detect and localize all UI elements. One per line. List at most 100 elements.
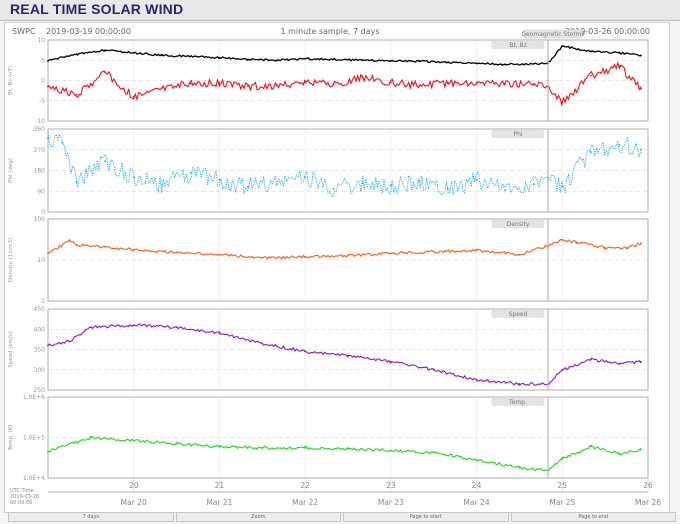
page-to-start-button[interactable]: Page to start (343, 512, 509, 522)
title-bar: REAL TIME SOLAR WIND (0, 0, 680, 21)
panel-frame (47, 308, 649, 391)
y-axis-label: Bt, Bz (nT) (8, 66, 14, 95)
y-tick-label: 10 (37, 257, 45, 264)
y-tick-label: 100 (34, 216, 46, 223)
x-tick-label: Mar 22 (292, 498, 318, 507)
panel-temperature[interactable]: 1.0E+6 1.0E+5 1.0E+4 Temp. (K) Temp. (8, 394, 649, 482)
storm-badge-box[interactable] (523, 29, 583, 39)
panel-badge-box (491, 220, 545, 228)
data-point (104, 160, 106, 163)
y-axis-label: Phi (deg) (8, 158, 14, 183)
data-point (590, 151, 592, 154)
x-tick-label: Mar 21 (206, 498, 232, 507)
solar-wind-chart[interactable]: SWPC 2019-03-19 00:00:00 1 minute sample… (0, 0, 680, 512)
utc-line-2: 2019-03-26 (10, 494, 40, 500)
y-tick-label: 90 (37, 188, 45, 195)
data-point (504, 189, 506, 192)
trace (47, 323, 642, 386)
series-speed (47, 323, 642, 386)
x-tick-day: 23 (386, 481, 396, 490)
panel-badge-box (491, 310, 545, 318)
x-tick-day: 25 (558, 481, 568, 490)
y-axis-label: Density (1/cm3) (8, 238, 14, 282)
panel-frame (47, 218, 649, 302)
y-tick-label: 360 (34, 126, 46, 133)
seven-days-button[interactable]: 7 days (8, 512, 174, 522)
y-tick-label: 270 (34, 147, 46, 154)
x-tick-label: Mar 20 (121, 498, 147, 507)
y-axis-label: Temp. (K) (8, 424, 14, 451)
y-tick-label: 400 (34, 326, 46, 333)
panel-badge-box (491, 130, 545, 138)
y-tick-label: 5 (41, 57, 45, 64)
panel-density[interactable]: 100 10 1 Density (1/cm3) Density (8, 216, 649, 305)
end-time: 2019-03-26 00:00:00 (565, 27, 650, 36)
data-point (447, 188, 449, 190)
panel-frame (47, 39, 649, 122)
y-tick-label: -10 (35, 118, 45, 125)
zoom-button[interactable]: Zoom (175, 512, 341, 522)
trace (47, 435, 642, 472)
panel-badge-label: Bt, Bz (509, 42, 527, 49)
series-density (47, 238, 642, 260)
series-temp (47, 435, 642, 472)
panel-magnetic-field[interactable]: 10 5 0 -5 -10 Bt, Bz (nT) Bt, Bz (8, 37, 649, 125)
storm-badge-label[interactable]: Geomagnetic Storms (521, 31, 584, 38)
x-tick-label: Mar 25 (549, 498, 575, 507)
y-tick-label: 450 (34, 306, 46, 313)
panel-frame (47, 128, 649, 213)
data-point (247, 185, 249, 188)
data-point (640, 148, 642, 151)
x-tick-label: Mar 24 (464, 498, 490, 507)
data-point (532, 183, 535, 186)
data-point (190, 171, 192, 174)
y-tick-label: 0 (41, 78, 45, 85)
y-tick-label: 300 (34, 367, 46, 374)
data-point (332, 188, 335, 190)
x-tick-day: 22 (300, 481, 310, 490)
y-tick-label: 250 (34, 387, 46, 394)
panel-frame (47, 396, 649, 479)
y-tick-label: 1.0E+4 (23, 475, 45, 482)
data-point (475, 178, 478, 181)
x-axis: 20 Mar 20 21 Mar 21 22 Mar 22 23 Mar 23 24 Mar 24… (48, 478, 661, 507)
panel-speed[interactable]: 450 400 350 300 250 Speed (km/s) Speed (8, 306, 649, 394)
x-tick-label: Mar 26 (635, 498, 661, 507)
trace (47, 238, 641, 260)
series-bz (47, 61, 642, 107)
x-tick-day: 24 (472, 481, 482, 490)
y-tick-label: 1.0E+5 (23, 435, 45, 442)
utc-time-note: UTC Time 2019-03-26 00:00:00 (10, 488, 40, 506)
y-axis-label: Speed (km/s) (8, 331, 14, 368)
data-point (590, 74, 592, 77)
y-tick-label: 180 (34, 168, 46, 175)
trace (47, 61, 642, 107)
panel-badge-box (491, 41, 545, 49)
sampling-label: 1 minute sample, 7 days (280, 27, 379, 36)
utc-line-1: UTC Time (10, 488, 34, 494)
control-bar: 7 days Zoom Page to start Page to end (8, 512, 676, 523)
source-label: SWPC (12, 27, 36, 36)
y-tick-label: 10 (37, 37, 45, 44)
panel-badge-box (491, 398, 545, 406)
start-time: 2019-03-19 00:00:00 (46, 27, 131, 36)
utc-line-3: 00:00:00 (10, 500, 33, 506)
y-tick-label: 0 (41, 209, 45, 216)
page-title: REAL TIME SOLAR WIND (10, 1, 184, 17)
x-tick-day: 20 (129, 481, 139, 490)
x-tick-label: Mar 23 (378, 498, 404, 507)
data-point (640, 242, 642, 245)
trace (47, 132, 642, 198)
panel-badge-label: Temp. (508, 399, 527, 406)
data-point (618, 144, 621, 147)
data-point (218, 178, 221, 181)
trace (47, 45, 642, 66)
y-tick-label: 350 (34, 347, 46, 354)
page-to-end-button[interactable]: Page to end (510, 512, 676, 522)
y-tick-label: 1.0E+6 (23, 394, 45, 401)
panel-badge-label: Phi (513, 131, 522, 138)
y-tick-label: 1 (41, 298, 45, 305)
panel-badge-label: Speed (509, 311, 528, 318)
panel-phi[interactable]: 360 270 180 90 0 Phi (deg) Phi (8, 126, 649, 216)
x-tick-day: 26 (643, 481, 653, 490)
